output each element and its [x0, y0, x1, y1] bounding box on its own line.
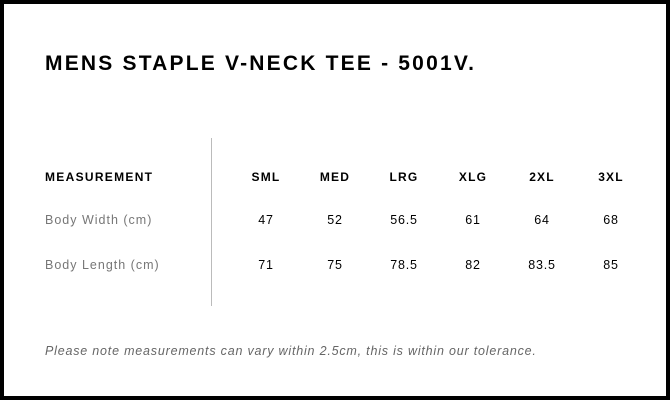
table-cell: 71 [258, 258, 274, 272]
table-cell: 47 [258, 213, 274, 227]
column-divider [211, 138, 212, 306]
table-row: Body Length (cm) 71 75 78.5 82 83.5 85 [4, 258, 666, 278]
table-cell: 78.5 [390, 258, 418, 272]
table-cell: 52 [327, 213, 343, 227]
header-size: 2XL [529, 170, 555, 184]
page-title: MENS STAPLE V-NECK TEE - 5001V. [45, 52, 477, 75]
size-chart-card: MENS STAPLE V-NECK TEE - 5001V. MEASUREM… [4, 4, 666, 396]
table-cell: 56.5 [390, 213, 418, 227]
table-cell: 61 [465, 213, 481, 227]
table-cell: 64 [534, 213, 550, 227]
row-label: Body Length (cm) [45, 258, 160, 272]
table-cell: 82 [465, 258, 481, 272]
table-cell: 83.5 [528, 258, 556, 272]
header-size: 3XL [598, 170, 624, 184]
header-size: LRG [389, 170, 419, 184]
header-measurement: MEASUREMENT [45, 170, 154, 184]
table-cell: 68 [603, 213, 619, 227]
tolerance-note: Please note measurements can vary within… [45, 344, 537, 358]
table-cell: 85 [603, 258, 619, 272]
header-size: MED [319, 170, 351, 184]
table-cell: 75 [327, 258, 343, 272]
table-row: Body Width (cm) 47 52 56.5 61 64 68 [4, 213, 666, 233]
header-size: XLG [458, 170, 488, 184]
header-size: SML [251, 170, 281, 184]
table-header-row: MEASUREMENT SML MED LRG XLG 2XL 3XL [4, 170, 666, 190]
row-label: Body Width (cm) [45, 213, 153, 227]
